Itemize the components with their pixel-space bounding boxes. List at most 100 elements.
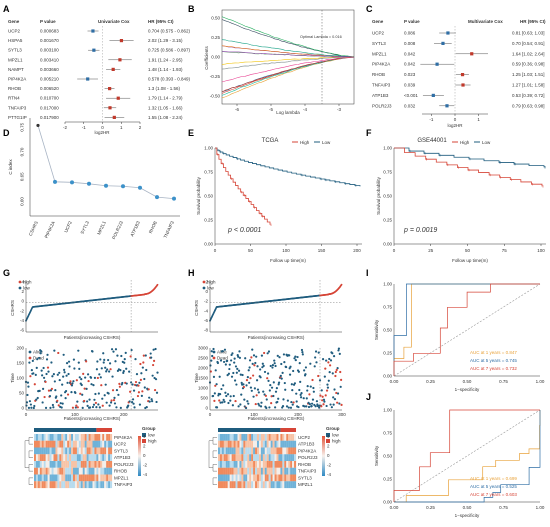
g-heat-legend-title: Group (142, 426, 156, 431)
h-status-point (260, 401, 263, 404)
h-heat-cell (225, 461, 228, 468)
h-status-point (252, 354, 256, 357)
g-heat-cell (90, 467, 93, 475)
h-heat-cell (258, 440, 261, 448)
g-heat-cell (43, 454, 46, 462)
h-heat-cell (274, 447, 277, 455)
h-heat-cell (251, 434, 254, 441)
h-heat-cell (235, 467, 238, 475)
g-status-point (51, 403, 54, 407)
g-heat-cell (84, 461, 87, 468)
h-status-point (267, 379, 270, 382)
h-status-point (305, 397, 308, 400)
h-status-point (301, 351, 304, 354)
g-status-point (144, 354, 147, 357)
h-heat-group-low (218, 428, 281, 432)
h-heat-gene-label: POLR2J3 (298, 455, 318, 460)
h-status-point (242, 383, 245, 386)
g-heat-cell (65, 461, 68, 468)
a-hr-label: 2.02 (1.29 - 3.15) (148, 38, 183, 43)
h-status-point (273, 359, 276, 362)
a-estimate-box (116, 96, 120, 100)
h-status-point (226, 374, 229, 377)
h-status-point (264, 394, 267, 397)
h-status-point (232, 394, 235, 398)
h-heat-cell (231, 461, 234, 468)
g-heat-cell (78, 434, 81, 441)
h-status-x-label: Patients(increasing CSHRS) (248, 416, 305, 421)
h-status-point (302, 397, 305, 400)
h-heat-cell (272, 447, 275, 455)
h-status-point (250, 389, 253, 392)
g-risk-x-label: Patients(increasing CSHRS) (64, 335, 121, 340)
g-status-point (66, 393, 70, 396)
c-estimate-box (460, 73, 465, 77)
g-heat-cell (35, 474, 38, 482)
h-heat-cell (288, 481, 291, 489)
g-heat-cell (49, 474, 52, 482)
g-status-point (134, 380, 138, 384)
g-heat-cell (100, 434, 103, 441)
g-heat-cell (37, 467, 40, 475)
h-status-point (322, 398, 326, 401)
g-heat-cell (78, 461, 81, 468)
g-heat-cell (35, 447, 38, 455)
h-status-point (310, 404, 313, 408)
h-status-point (294, 359, 297, 362)
b-y-tick-label: 0.50 (211, 15, 220, 20)
h-heat-gene-label: RHOB (298, 462, 311, 467)
g-heat-cell (53, 454, 56, 462)
g-status-point (64, 397, 67, 400)
h-status-point (263, 351, 266, 355)
g-heat-cell (80, 434, 83, 441)
h-status-point (271, 363, 275, 367)
g-heat-legend-label: high (148, 439, 157, 444)
g-heat-cell (92, 447, 95, 455)
h-heat-cell (292, 447, 295, 455)
g-status-point (121, 381, 124, 385)
g-heat-cell (57, 481, 60, 489)
h-heat-cell (255, 467, 258, 475)
h-status-point (231, 404, 234, 407)
h-status-point (272, 394, 275, 398)
h-heat-cell (290, 434, 293, 441)
h-heat-cell (290, 440, 293, 448)
g-status-point (150, 356, 153, 359)
h-heat-cell (294, 440, 297, 448)
h-status-point (212, 375, 216, 379)
b-x-tick-label: -5 (269, 107, 273, 112)
h-heat-cell (274, 461, 277, 468)
h-heat-cell (223, 481, 226, 489)
c-hr-label: 0.79 [0.63; 0.98] (512, 103, 545, 108)
panel-g-risk: highlow-6-4-2024CSHRSPatients(increasing… (10, 280, 159, 489)
g-status-point (80, 378, 83, 381)
h-heat-gene-label: UCP2 (298, 435, 311, 440)
h-heat-cell (218, 454, 221, 462)
h-status-point (236, 354, 239, 357)
h-heat-cell (231, 454, 234, 462)
h-status-point (255, 379, 259, 382)
h-status-point (328, 357, 331, 361)
h-heat-cell (253, 447, 256, 455)
h-status-point (300, 348, 304, 352)
g-heat-cell (82, 474, 85, 482)
g-heat-cell (37, 474, 40, 482)
g-heat-cell (76, 434, 79, 441)
h-risk-y-tick-label: 2 (205, 280, 208, 285)
h-heat-cell (294, 434, 297, 441)
g-risk-legend-label: high (23, 280, 32, 285)
h-status-point (275, 387, 278, 390)
g-status-point (72, 380, 75, 383)
g-status-point (103, 394, 106, 397)
g-heat-cell (59, 474, 62, 482)
h-heat-cell (264, 447, 267, 455)
g-heat-cell (65, 467, 68, 475)
h-heat-cell (231, 434, 234, 441)
g-heat-cell (57, 440, 60, 448)
g-status-y-tick-label: 0 (21, 406, 24, 411)
h-heat-cell (284, 440, 287, 448)
panel-b-lasso: Optimal Lambda = 0.016 -6 -5 -4 -3 0.50 0.25 0… (204, 9, 355, 115)
h-status-point (265, 398, 268, 401)
h-status-point (340, 403, 343, 406)
h-status-point (230, 359, 233, 362)
